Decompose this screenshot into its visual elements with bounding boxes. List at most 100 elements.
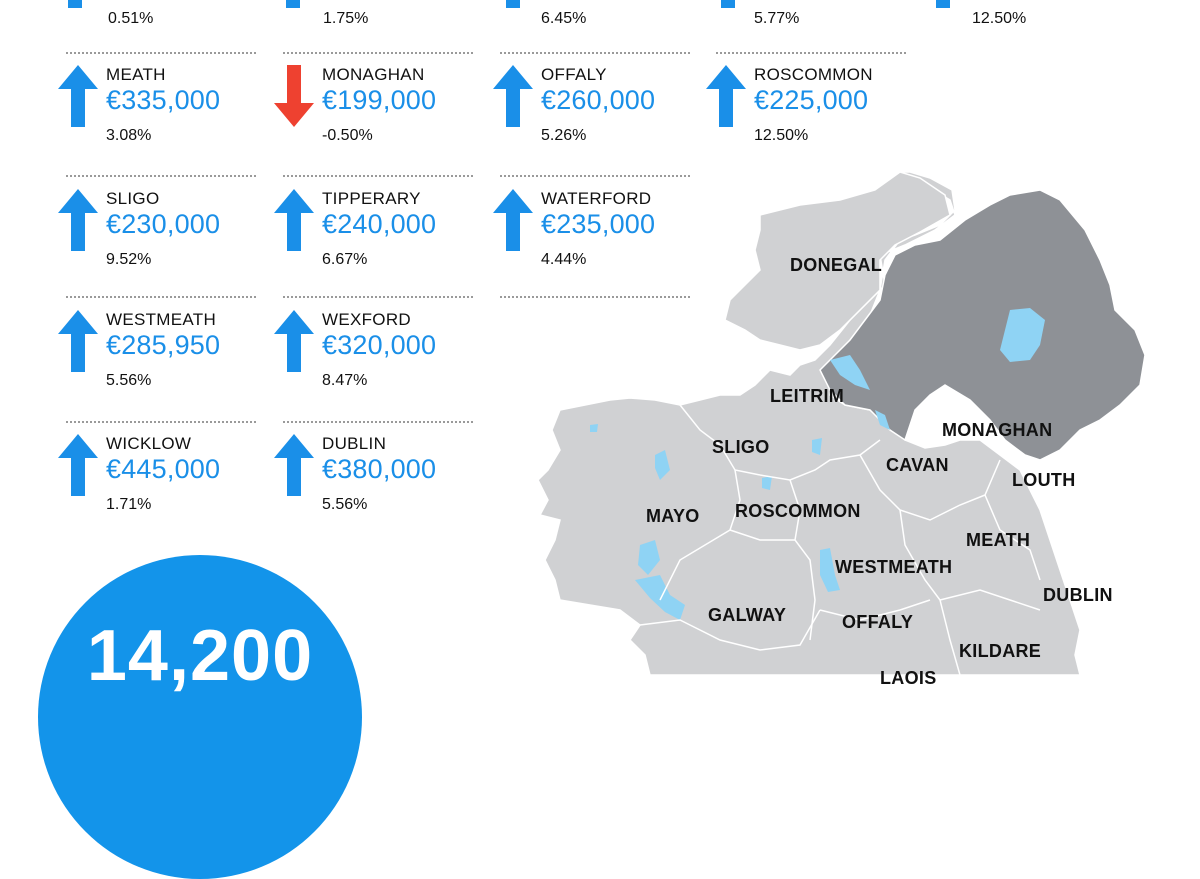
divider	[500, 175, 690, 177]
map-lake	[1000, 308, 1045, 362]
county-price: €445,000	[106, 454, 221, 484]
divider	[283, 175, 473, 177]
stat-circle	[38, 555, 362, 879]
county-price: €260,000	[541, 85, 656, 115]
county-card: MONAGHAN €199,000 -0.50%	[274, 65, 474, 175]
map-label-galway: GALWAY	[708, 605, 787, 625]
map-lake	[655, 450, 670, 480]
divider	[283, 52, 473, 54]
county-name: TIPPERARY	[322, 189, 421, 208]
county-price: €199,000	[322, 85, 437, 115]
arrow-up-icon	[68, 0, 82, 8]
county-change: 0.51%	[108, 10, 154, 27]
county-change: 12.50%	[972, 10, 1027, 27]
county-card: ROSCOMMON €225,000 12.50%	[706, 65, 906, 175]
map-label-donegal: DONEGAL	[790, 255, 883, 275]
divider	[66, 52, 256, 54]
county-name: DUBLIN	[322, 434, 387, 453]
map-label-kildare: KILDARE	[959, 641, 1042, 661]
map-label-leitrim: LEITRIM	[770, 386, 845, 406]
map-lake	[812, 438, 822, 455]
arrow-up-icon	[493, 65, 533, 127]
arrow-up-icon	[286, 0, 300, 8]
county-boundaries	[639, 404, 1041, 675]
map-label-mayo: MAYO	[646, 506, 700, 526]
arrow-up-icon	[493, 189, 533, 251]
county-name: SLIGO	[106, 189, 160, 208]
map-lake	[820, 548, 840, 592]
county-price: €380,000	[322, 454, 437, 484]
map-lake	[590, 424, 598, 432]
divider	[66, 175, 256, 177]
county-change: 5.56%	[322, 496, 368, 513]
map-donegal	[724, 171, 951, 351]
county-change: 12.50%	[754, 127, 809, 144]
map-lake	[638, 540, 660, 575]
arrow-up-icon	[936, 0, 950, 8]
map-label-dublin: DUBLIN	[1043, 585, 1113, 605]
map-label-sligo: SLIGO	[712, 437, 770, 457]
map-lake	[635, 575, 685, 620]
ireland-map	[537, 171, 1146, 675]
county-change: -0.50%	[322, 127, 373, 144]
county-change: 6.45%	[541, 10, 587, 27]
county-change: 1.75%	[323, 10, 369, 27]
arrow-up-icon	[506, 0, 520, 8]
county-name: ROSCOMMON	[754, 65, 873, 84]
arrow-up-icon	[58, 434, 98, 496]
arrow-down-icon	[274, 65, 314, 127]
big-stat-value: 14,200	[86, 616, 314, 696]
county-change: 8.47%	[322, 372, 368, 389]
county-name: WEXFORD	[322, 310, 411, 329]
divider	[500, 296, 690, 298]
divider	[66, 296, 256, 298]
map-label-roscommon: ROSCOMMON	[735, 501, 861, 521]
county-name: WICKLOW	[106, 434, 192, 453]
county-card: WATERFORD €235,000 4.44%	[493, 189, 693, 299]
county-name: MEATH	[106, 65, 166, 84]
arrow-up-icon	[706, 65, 746, 127]
county-change: 5.77%	[754, 10, 800, 27]
county-card: OFFALY €260,000 5.26%	[493, 65, 693, 175]
county-change: 4.44%	[541, 251, 587, 268]
county-change: 5.56%	[106, 372, 152, 389]
arrow-up-icon	[274, 434, 314, 496]
arrow-up-icon	[274, 310, 314, 372]
county-price: €335,000	[106, 85, 221, 115]
county-change: 9.52%	[106, 251, 152, 268]
county-price: €240,000	[322, 209, 437, 239]
county-name: MONAGHAN	[322, 65, 425, 84]
arrow-up-icon	[58, 310, 98, 372]
map-label-meath: MEATH	[966, 530, 1031, 550]
divider	[500, 52, 690, 54]
divider	[66, 421, 256, 423]
county-change: 3.08%	[106, 127, 152, 144]
map-label-laois: LAOIS	[880, 668, 937, 688]
county-card: DUBLIN €380,000 5.56%	[274, 434, 474, 544]
county-card: TIPPERARY €240,000 6.67%	[274, 189, 474, 299]
county-price: €235,000	[541, 209, 656, 239]
county-card: WICKLOW €445,000 1.71%	[58, 434, 258, 544]
arrow-up-icon	[721, 0, 735, 8]
county-card: MEATH €335,000 3.08%	[58, 65, 258, 175]
arrow-up-icon	[274, 189, 314, 251]
county-price: €230,000	[106, 209, 221, 239]
map-lake	[830, 355, 870, 390]
county-name: OFFALY	[541, 65, 607, 84]
county-name: WATERFORD	[541, 189, 652, 208]
county-card: SLIGO €230,000 9.52%	[58, 189, 258, 299]
map-lake	[875, 410, 890, 430]
county-change: 5.26%	[541, 127, 587, 144]
divider	[283, 296, 473, 298]
county-name: WESTMEATH	[106, 310, 217, 329]
map-northern-ireland	[819, 189, 1146, 461]
county-card: WEXFORD €320,000 8.47%	[274, 310, 474, 420]
divider	[283, 421, 473, 423]
map-label-louth: LOUTH	[1012, 470, 1076, 490]
county-price: €225,000	[754, 85, 869, 115]
county-change: 6.67%	[322, 251, 368, 268]
map-lake	[762, 476, 772, 490]
divider	[716, 52, 906, 54]
arrow-up-icon	[58, 189, 98, 251]
county-card: WESTMEATH €285,950 5.56%	[58, 310, 258, 420]
